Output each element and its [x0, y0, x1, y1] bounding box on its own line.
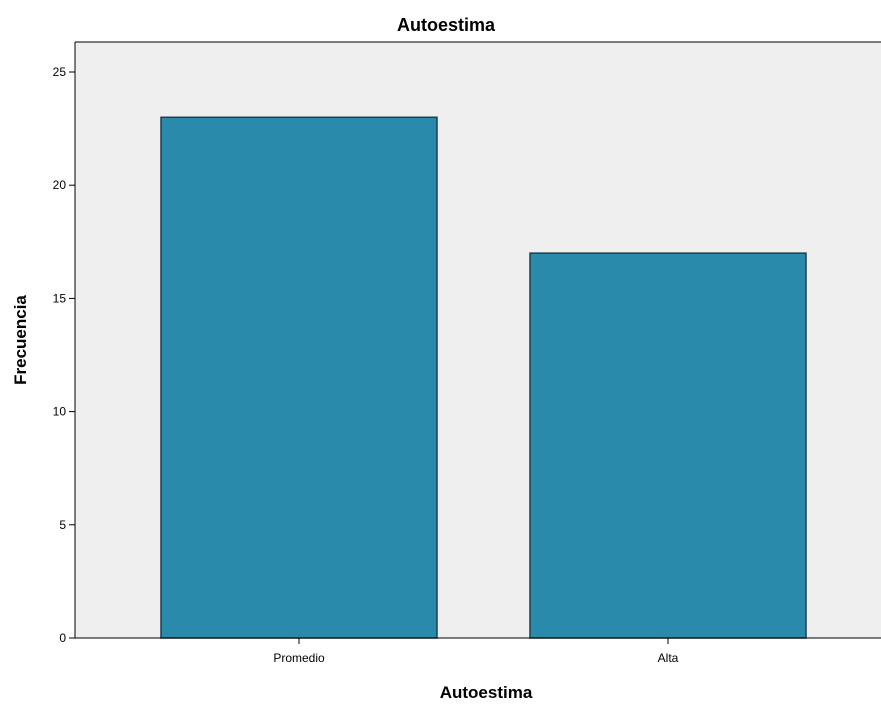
- x-axis-title: Autoestima: [440, 683, 533, 702]
- x-category-label-promedio: Promedio: [273, 651, 325, 665]
- y-axis-ticks: 0 5 10 15 20 25: [53, 65, 75, 645]
- y-tick-label: 5: [59, 518, 66, 532]
- y-tick-label: 0: [59, 631, 66, 645]
- bar-promedio: [160, 116, 438, 639]
- chart-title: Autoestima: [397, 15, 496, 35]
- y-tick-label: 10: [53, 405, 67, 419]
- y-axis-title: Frecuencia: [11, 295, 30, 385]
- bars-group: [160, 116, 807, 639]
- y-tick-label: 15: [53, 291, 67, 305]
- y-tick-label: 20: [53, 178, 67, 192]
- y-tick-label: 25: [53, 65, 67, 79]
- x-axis-ticks: Promedio Alta: [273, 638, 679, 665]
- bar-alta: [529, 252, 807, 639]
- x-category-label-alta: Alta: [658, 651, 679, 665]
